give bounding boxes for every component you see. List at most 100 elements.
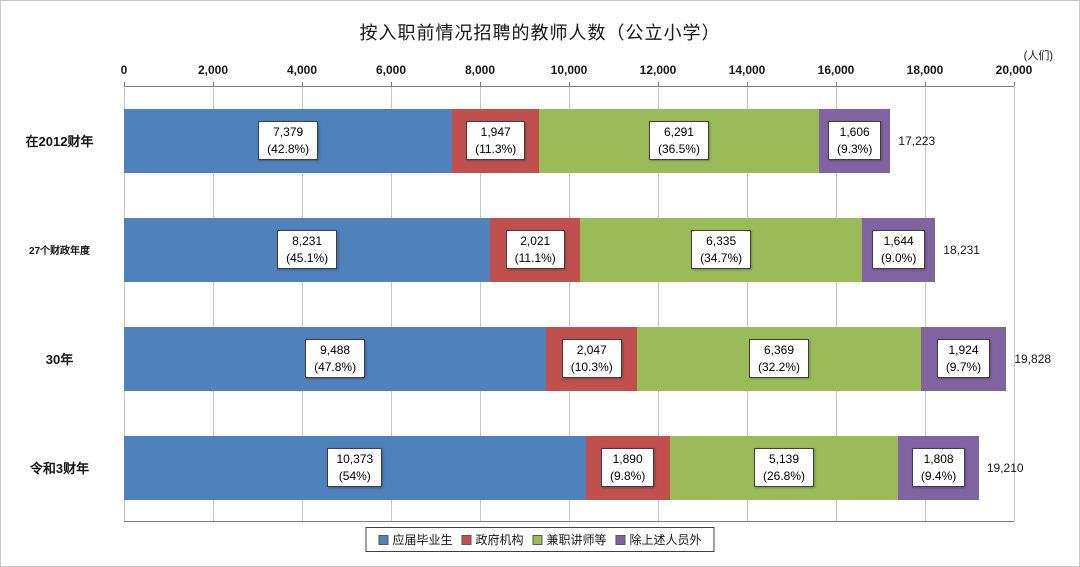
- gridline: [836, 87, 837, 521]
- bar-segment: 8,231 (45.1%): [124, 217, 491, 282]
- segment-percent: (9.8%): [609, 468, 646, 483]
- bar-segment: 1,808 (9.4%): [898, 435, 979, 500]
- bar-segment: 1,924 (9.7%): [920, 326, 1007, 391]
- x-tick-label: 6,000: [375, 63, 407, 77]
- segment-percent: (32.2%): [757, 359, 800, 374]
- segment-value: 1,808: [923, 452, 954, 467]
- category-label: 30年: [45, 352, 74, 367]
- bar-track: 7,379 (42.8%) 1,947 (11.3%) 6,291 (36.5%) 1,60…: [124, 108, 1014, 173]
- segment-percent: (54%): [338, 468, 371, 483]
- total-label: 19,828: [1014, 351, 1052, 366]
- gridline: [213, 87, 214, 521]
- segment-data-label: 1,644 (9.0%): [872, 230, 926, 269]
- legend-swatch: [461, 534, 472, 545]
- segment-value: 5,139: [769, 452, 800, 467]
- legend-item: 政府机构: [461, 531, 524, 548]
- segment-percent: (9.7%): [945, 359, 982, 374]
- bar-segment: 6,369 (32.2%): [637, 326, 921, 391]
- bar-segment: 1,947 (11.3%): [452, 108, 539, 173]
- gridline: [658, 87, 659, 521]
- x-tick-label: 10,000: [550, 63, 588, 77]
- bar-segment: 10,373 (54%): [124, 435, 586, 500]
- x-tick-label: 2,000: [197, 63, 229, 77]
- segment-percent: (34.7%): [700, 250, 743, 265]
- total-label: 17,223: [898, 133, 936, 148]
- segment-value: 1,644: [883, 234, 914, 249]
- bar-segment: 9,488 (47.8%): [124, 326, 547, 391]
- segment-value: 2,021: [520, 234, 551, 249]
- segment-percent: (26.8%): [763, 468, 806, 483]
- bar-row: 30年 9,488 (47.8%) 2,047 (10.3%) 6,369 (32.2%) 1…: [1, 304, 1079, 413]
- segment-percent: (9.4%): [920, 468, 957, 483]
- bar-track: 10,373 (54%) 1,890 (9.8%) 5,139 (26.8%) 1,808(…: [124, 435, 1024, 500]
- gridline: [391, 87, 392, 521]
- category-label: 令和3财年: [29, 461, 90, 476]
- bar-track: 8,231 (45.1%) 2,021 (11.1%) 6,335 (34.7%) 1,64…: [124, 217, 1014, 282]
- legend: 应届毕业生 政府机构 兼职讲师等 除上述人员外: [365, 527, 715, 552]
- legend-item: 应届毕业生: [378, 531, 452, 548]
- legend-swatch: [378, 534, 389, 545]
- segment-data-label: 10,373 (54%): [327, 448, 383, 487]
- gridline: [569, 87, 570, 521]
- x-tick-mark: [747, 82, 748, 86]
- segment-value: 6,291: [663, 125, 694, 140]
- segment-value: 9,488: [320, 343, 351, 358]
- segment-value: 10,373: [336, 452, 374, 467]
- bar-row: 在2012财年 7,379 (42.8%) 1,947 (11.3%) 6,291 (36.…: [1, 86, 1079, 195]
- x-tick-mark: [391, 82, 392, 86]
- segment-percent: (11.1%): [514, 250, 556, 265]
- bar-segment: 2,047 (10.3%): [546, 326, 638, 391]
- gridline: [302, 87, 303, 521]
- segment-data-label: 9,488 (47.8%): [305, 339, 366, 378]
- x-tick-mark: [302, 82, 303, 86]
- gridline: [1014, 87, 1015, 521]
- segment-data-label: 6,291 (36.5%): [648, 121, 709, 160]
- segment-percent: (9.3%): [836, 141, 873, 156]
- segment-data-label: 5,139 (26.8%): [754, 448, 815, 487]
- category-label: 27个财政年度: [28, 246, 91, 257]
- legend-label: 除上述人员外: [629, 533, 702, 547]
- segment-value: 6,369: [763, 343, 794, 358]
- x-tick-label: 0: [120, 63, 128, 77]
- legend-swatch: [532, 534, 543, 545]
- gridline: [124, 87, 125, 521]
- gridline: [747, 87, 748, 521]
- x-tick-mark: [124, 82, 125, 86]
- x-tick-label: 20,000: [995, 63, 1033, 77]
- bar-row: 27个财政年度 8,231 (45.1%) 2,021 (11.1%) 6,335 (34.…: [1, 195, 1079, 304]
- x-tick-label: 4,000: [286, 63, 318, 77]
- segment-data-label: 7,379 (42.8%): [258, 121, 319, 160]
- segment-data-label: 8,231 (45.1%): [277, 230, 338, 269]
- x-tick-mark: [213, 82, 214, 86]
- segment-data-label: 2,047 (10.3%): [561, 339, 622, 378]
- chart-title: 按入职前情况招聘的教师人数（公立小学）: [359, 23, 721, 43]
- legend-swatch: [615, 534, 626, 545]
- segment-percent: (10.3%): [570, 359, 613, 374]
- x-tick-label: 12,000: [639, 63, 677, 77]
- segment-percent: (47.8%): [314, 359, 357, 374]
- legend-label: 应届毕业生: [392, 533, 453, 547]
- legend-item: 除上述人员外: [615, 531, 702, 548]
- x-tick-mark: [480, 82, 481, 86]
- gridline: [480, 87, 481, 521]
- legend-item: 兼职讲师等: [532, 531, 607, 548]
- bar-rows: 在2012财年 7,379 (42.8%) 1,947 (11.3%) 6,291 (36.…: [1, 86, 1079, 522]
- x-tick-mark: [836, 82, 837, 86]
- bar-segment: 6,291 (36.5%): [539, 108, 819, 173]
- category-label: 在2012财年: [25, 134, 94, 149]
- segment-data-label: 6,369 (32.2%): [748, 339, 809, 378]
- segment-value: 7,379: [273, 125, 304, 140]
- x-tick-label: 14,000: [728, 63, 766, 77]
- legend-label: 兼职讲师等: [546, 533, 607, 547]
- segment-data-label: 2,021 (11.1%): [505, 230, 565, 269]
- segment-data-label: 1,808 (9.4%): [911, 448, 966, 487]
- x-tick-mark: [925, 82, 926, 86]
- segment-value: 1,924: [948, 343, 979, 358]
- segment-value: 1,890: [612, 452, 643, 467]
- bar-track: 9,488 (47.8%) 2,047 (10.3%) 6,369 (32.2%) 1,92…: [124, 326, 1051, 391]
- bar-segment: 2,021 (11.1%): [490, 217, 581, 282]
- bar-segment: 1,644 (9.0%): [862, 217, 936, 282]
- total-label: 18,231: [943, 242, 980, 257]
- segment-data-label: 1,947 (11.3%): [466, 121, 526, 160]
